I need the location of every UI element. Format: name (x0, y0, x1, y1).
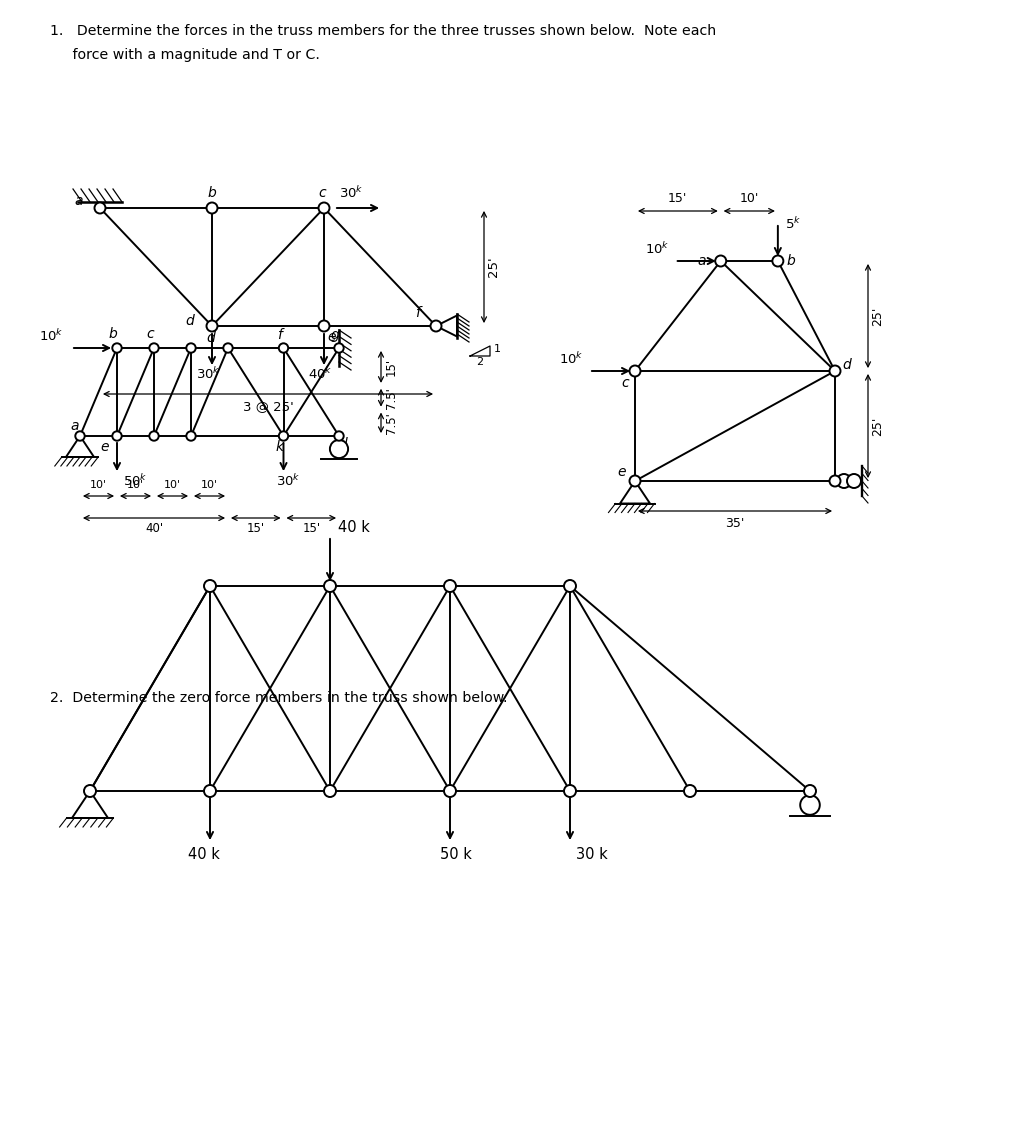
Text: f: f (277, 328, 282, 342)
Circle shape (837, 474, 851, 488)
Text: d: d (185, 314, 194, 328)
Text: 25': 25' (872, 306, 885, 325)
Circle shape (149, 431, 159, 441)
Text: 10': 10' (164, 480, 181, 490)
Text: 30 k: 30 k (576, 847, 608, 862)
Text: 15': 15' (246, 521, 265, 535)
Circle shape (149, 344, 159, 353)
Text: 2.  Determine the zero force members in the truss shown below.: 2. Determine the zero force members in t… (50, 691, 507, 705)
Text: e: e (101, 440, 109, 454)
Circle shape (318, 321, 329, 331)
Text: $30^k$: $30^k$ (277, 473, 301, 489)
Text: 35': 35' (725, 517, 744, 529)
Circle shape (204, 580, 216, 592)
Text: 10': 10' (90, 480, 107, 490)
Circle shape (112, 344, 121, 353)
Text: b: b (109, 327, 117, 342)
Text: k: k (276, 440, 284, 454)
Text: c: c (621, 376, 629, 390)
Circle shape (279, 344, 288, 353)
Text: $10^k$: $10^k$ (39, 328, 64, 344)
Text: e: e (327, 330, 335, 344)
Text: $10^k$: $10^k$ (559, 351, 584, 367)
Text: 40 k: 40 k (188, 847, 220, 862)
Text: force with a magnitude and T or C.: force with a magnitude and T or C. (50, 48, 320, 62)
Text: a: a (697, 254, 706, 268)
Text: $30^k$: $30^k$ (196, 366, 220, 382)
Text: 25': 25' (872, 416, 885, 435)
Text: 1: 1 (494, 344, 501, 354)
Text: 40 k: 40 k (338, 520, 370, 535)
Text: $5^k$: $5^k$ (785, 217, 801, 231)
Circle shape (112, 431, 121, 441)
Circle shape (829, 476, 840, 487)
Circle shape (334, 344, 343, 353)
Circle shape (279, 431, 288, 441)
Text: a: a (75, 194, 83, 209)
Text: 25': 25' (487, 257, 500, 277)
Circle shape (206, 203, 217, 213)
Text: f: f (838, 474, 843, 488)
Text: 10': 10' (201, 480, 218, 490)
Text: 15': 15' (669, 193, 688, 205)
Circle shape (334, 431, 343, 441)
Text: c: c (318, 186, 326, 201)
Text: f: f (415, 306, 420, 320)
Circle shape (204, 785, 216, 796)
Text: 2: 2 (477, 358, 484, 367)
Text: 40': 40' (145, 521, 163, 535)
Circle shape (223, 344, 232, 353)
Circle shape (800, 795, 820, 815)
Text: $30^k$: $30^k$ (339, 186, 364, 201)
Circle shape (847, 474, 861, 488)
Text: b: b (208, 186, 216, 201)
Text: a: a (70, 419, 79, 433)
Circle shape (95, 203, 105, 213)
Circle shape (430, 321, 441, 331)
Circle shape (324, 785, 336, 796)
Circle shape (829, 366, 840, 377)
Text: 10': 10' (739, 193, 759, 205)
Text: d: d (842, 358, 850, 372)
Circle shape (444, 580, 456, 592)
Text: 50 k: 50 k (440, 847, 472, 862)
Text: b: b (787, 254, 796, 268)
Text: $10^k$: $10^k$ (644, 241, 670, 257)
Text: $50^k$: $50^k$ (123, 473, 147, 489)
Text: l: l (344, 437, 347, 452)
Circle shape (629, 476, 640, 487)
Circle shape (206, 321, 217, 331)
Text: d: d (206, 331, 215, 345)
Circle shape (84, 785, 96, 796)
Circle shape (804, 785, 816, 796)
Circle shape (318, 203, 329, 213)
Text: 1.   Determine the forces in the truss members for the three trusses shown below: 1. Determine the forces in the truss mem… (50, 24, 716, 38)
Circle shape (684, 785, 696, 796)
Circle shape (564, 580, 576, 592)
Text: e: e (617, 465, 626, 479)
Text: 3 @ 25': 3 @ 25' (242, 400, 293, 413)
Circle shape (444, 785, 456, 796)
Circle shape (773, 256, 784, 267)
Circle shape (330, 440, 348, 458)
Circle shape (324, 580, 336, 592)
Text: 7.5': 7.5' (385, 411, 398, 433)
Text: c: c (146, 327, 154, 342)
Text: 15': 15' (385, 358, 398, 376)
Text: 10': 10' (127, 480, 144, 490)
Text: 15': 15' (302, 521, 320, 535)
Text: 7.5': 7.5' (385, 387, 398, 409)
Circle shape (564, 785, 576, 796)
Circle shape (186, 431, 196, 441)
Text: $40^k$: $40^k$ (308, 366, 332, 382)
Text: g: g (330, 328, 339, 342)
Circle shape (76, 431, 85, 441)
Circle shape (715, 256, 726, 267)
Circle shape (186, 344, 196, 353)
Circle shape (629, 366, 640, 377)
